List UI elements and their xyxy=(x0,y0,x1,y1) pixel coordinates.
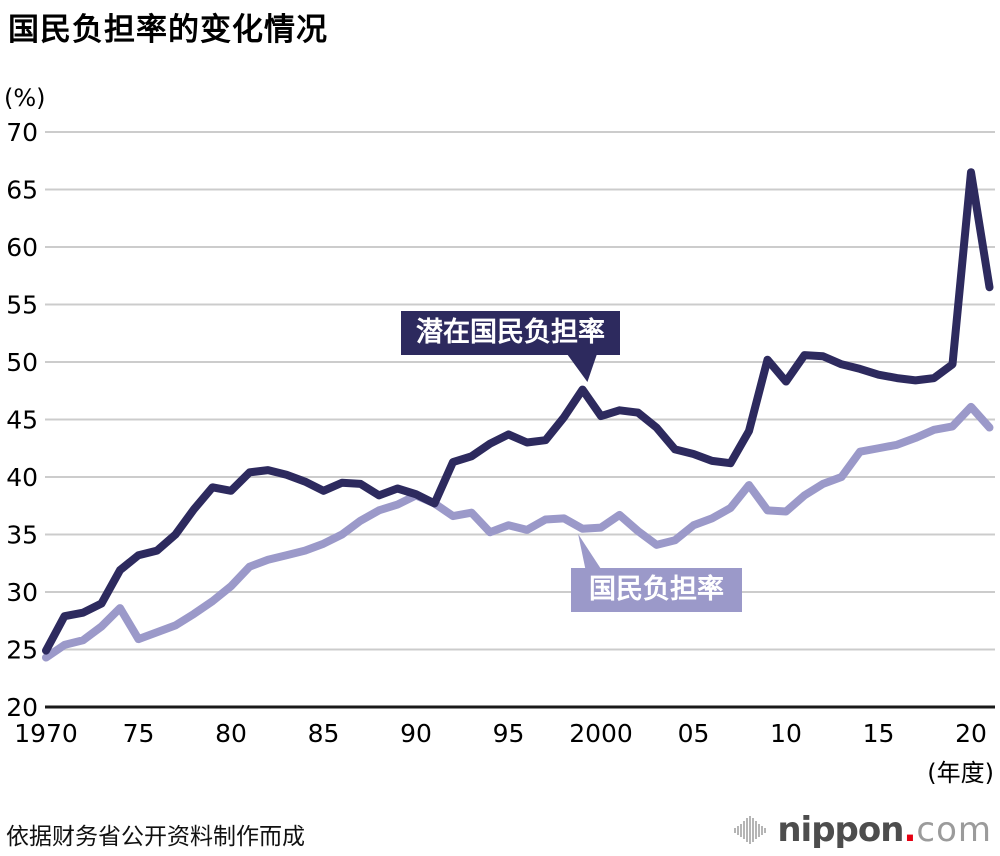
soundwave-bar xyxy=(764,827,767,833)
y-tick-label-40: 40 xyxy=(6,463,38,492)
y-tick-label-20: 20 xyxy=(6,693,38,722)
y-tick-label-35: 35 xyxy=(6,521,38,550)
x-tick-label-1970: 1970 xyxy=(14,719,78,748)
x-tick-label-2000: 2000 xyxy=(569,719,633,748)
x-tick-label-20: 20 xyxy=(955,719,987,748)
soundwave-bar xyxy=(761,825,764,835)
series-callout-label: 潜在国民负担率 xyxy=(416,317,605,348)
x-tick-label-05: 05 xyxy=(678,719,710,748)
x-tick-label-90: 90 xyxy=(400,719,432,748)
x-tick-label-85: 85 xyxy=(308,719,340,748)
series-callout-label: 国民负担率 xyxy=(589,574,724,605)
y-axis-unit-label: (%) xyxy=(4,84,46,112)
soundwave-bar xyxy=(755,821,758,839)
x-tick-label-15: 15 xyxy=(863,719,895,748)
logo-tld-text: com xyxy=(916,810,992,850)
y-tick-label-30: 30 xyxy=(6,578,38,607)
y-tick-label-55: 55 xyxy=(6,291,38,320)
soundwave-bar xyxy=(746,818,749,842)
soundwave-bars-icon xyxy=(734,810,767,850)
y-tick-label-25: 25 xyxy=(6,636,38,665)
soundwave-bar xyxy=(752,818,755,842)
x-tick-label-10: 10 xyxy=(770,719,802,748)
series-callout-potential-burden-rate: 潜在国民负担率 xyxy=(401,311,620,355)
x-tick-label-75: 75 xyxy=(123,719,155,748)
x-tick-label-80: 80 xyxy=(215,719,247,748)
soundwave-bar xyxy=(737,825,740,835)
y-tick-label-45: 45 xyxy=(6,406,38,435)
soundwave-bar xyxy=(740,823,743,837)
soundwave-bar xyxy=(749,816,752,844)
soundwave-bar xyxy=(743,821,746,839)
chart-title: 国民负担率的变化情况 xyxy=(8,12,328,48)
y-tick-label-70: 70 xyxy=(6,118,38,147)
y-tick-label-65: 65 xyxy=(6,176,38,205)
x-tick-label-95: 95 xyxy=(493,719,525,748)
y-tick-label-50: 50 xyxy=(6,348,38,377)
nippon-logo: nippon . com xyxy=(734,810,992,850)
potential-burden-rate-line xyxy=(42,168,994,655)
logo-red-dot: . xyxy=(903,810,917,850)
source-note: 依据财务省公开资料制作而成 xyxy=(6,824,305,850)
series-callout-burden-rate: 国民负担率 xyxy=(571,568,742,612)
y-tick-label-60: 60 xyxy=(6,233,38,262)
x-axis-unit-label: (年度) xyxy=(927,759,994,787)
burden-rate-line xyxy=(42,402,994,662)
soundwave-bar xyxy=(758,823,761,837)
soundwave-bar xyxy=(734,827,737,833)
line-chart-plot: 20 25 30 35 40 45 50 55 60 65 70 1970 75 80 85 90 95 2000… xyxy=(6,118,995,748)
logo-name-text: nippon xyxy=(777,810,904,850)
